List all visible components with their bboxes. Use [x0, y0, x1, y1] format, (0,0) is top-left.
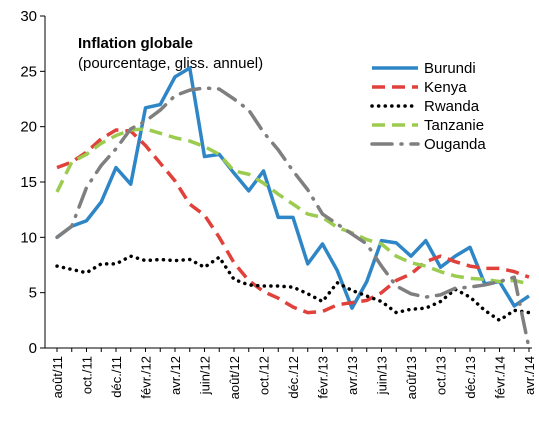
y-tick-label: 30: [20, 8, 37, 25]
x-tick-label: juin/12: [198, 356, 213, 395]
x-tick-label: août/11: [50, 356, 65, 398]
x-tick-label: févr./14: [493, 356, 508, 399]
series-line: [56, 128, 530, 315]
y-tick-label: 20: [20, 119, 37, 136]
x-tick-label: avr./12: [168, 356, 183, 395]
x-tick-label: août/12: [227, 356, 242, 399]
x-tick-label: juin/13: [375, 356, 390, 395]
x-tick-label: févr./12: [139, 356, 154, 399]
x-tick-label: avr./13: [345, 356, 360, 395]
y-tick-label: 0: [29, 340, 37, 357]
series-line: [55, 254, 531, 323]
chart-title: Inflation globale: [78, 35, 193, 52]
x-tick-label: oct./12: [257, 356, 272, 395]
x-tick-label: avr./14: [522, 356, 537, 395]
chart-subtitle: (pourcentage, gliss. annuel): [78, 55, 263, 72]
legend-label: Tanzanie: [424, 117, 484, 134]
series-line: [55, 127, 530, 286]
x-tick-label: oct./13: [434, 356, 449, 395]
legend-label: Ouganda: [424, 136, 486, 153]
legend-label: Burundi: [424, 60, 476, 77]
y-tick-label: 10: [20, 229, 37, 246]
x-tick-label: déc./11: [109, 356, 124, 398]
x-tick-label: août/13: [404, 356, 419, 399]
legend-label: Kenya: [424, 79, 467, 96]
x-tick-label: févr./13: [316, 356, 331, 399]
y-tick-label: 15: [20, 174, 37, 191]
x-tick-label: déc./13: [463, 356, 478, 399]
x-tick-label: déc./12: [286, 356, 301, 399]
y-tick-label: 25: [20, 63, 37, 80]
y-tick-label: 5: [29, 285, 37, 302]
x-tick-label: oct./11: [80, 356, 95, 394]
legend-label: Rwanda: [424, 98, 480, 115]
series-line: [55, 86, 531, 348]
